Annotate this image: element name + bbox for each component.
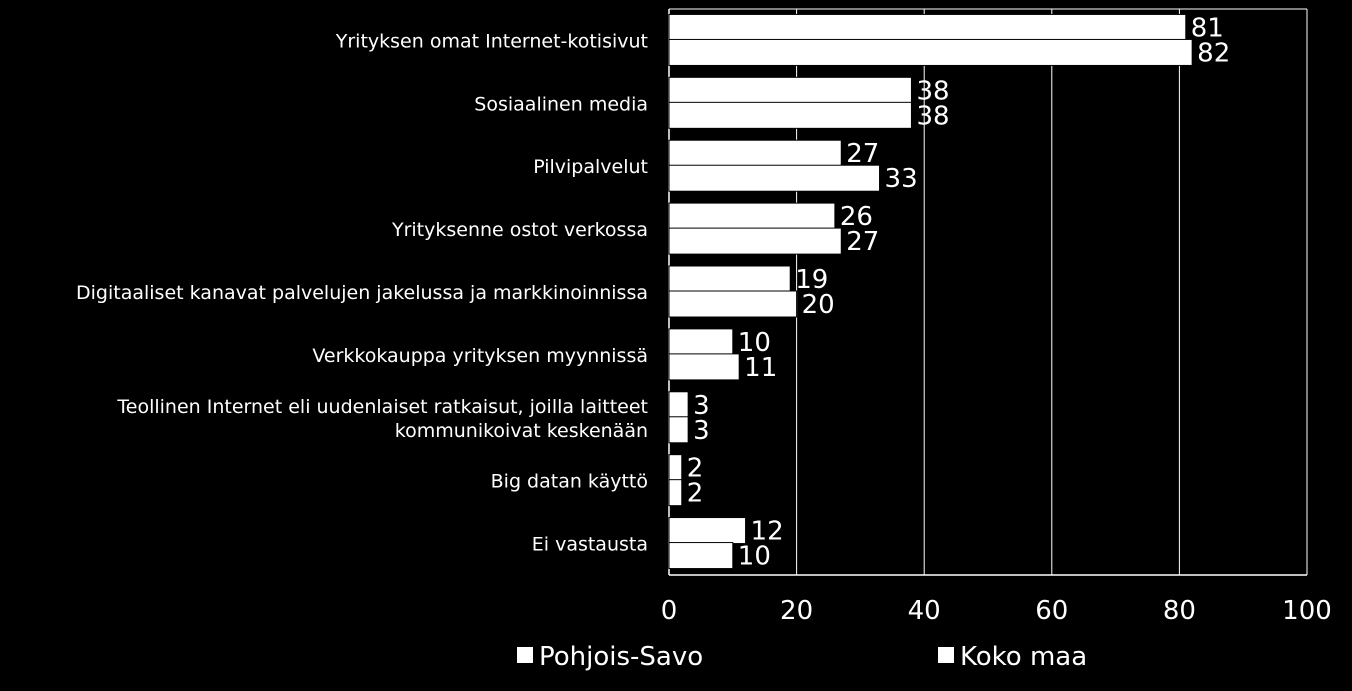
category-label: Yrityksen omat Internet-kotisivut [335,30,648,52]
category-label: Digitaaliset kanavat palvelujen jakeluss… [76,282,648,304]
value-label: 38 [916,76,949,106]
x-tick-label: 0 [661,596,678,626]
value-label: 81 [1191,13,1224,43]
bar-koko-maa [668,542,734,570]
bar-pohjois-savo [668,517,747,545]
bar-pohjois-savo [668,328,734,356]
value-label: 12 [751,517,784,547]
legend-label: Koko maa [960,642,1087,672]
category-label: Ei vastausta [532,534,648,556]
category-label: kommunikoivat keskenään [395,420,648,442]
value-label: 27 [846,227,879,257]
bar-koko-maa [668,416,689,444]
value-label: 38 [916,101,949,131]
x-tick-label: 20 [780,596,813,626]
value-label: 26 [840,202,873,232]
category-label: Teollinen Internet eli uudenlaiset ratka… [116,396,648,418]
value-label: 11 [744,353,777,383]
bar-pohjois-savo [668,202,836,230]
legend: Pohjois-Savo Koko maa [517,642,1087,672]
bar-pohjois-savo [668,391,689,419]
value-label: 10 [738,328,771,358]
value-label: 33 [885,164,918,194]
value-label: 20 [802,290,835,320]
bar-pohjois-savo [668,76,912,104]
x-axis-ticks: 0 20 40 60 80 100 [661,596,1332,626]
bar-koko-maa [668,38,1193,66]
value-label: 27 [846,139,879,169]
bar-pohjois-savo [668,265,791,293]
bar-koko-maa [668,164,881,192]
category-labels: Yrityksen omat Internet-kotisivut Sosiaal… [76,30,648,555]
x-tick-label: 60 [1035,596,1068,626]
value-label: 3 [693,391,710,421]
value-label: 2 [687,479,704,509]
grid-lines [668,8,1308,576]
bar-koko-maa [668,353,740,381]
bar-koko-maa [668,227,842,255]
x-tick-label: 80 [1163,596,1196,626]
legend-swatch [938,647,954,663]
category-label: Yrityksenne ostot verkossa [391,219,648,241]
bar-pohjois-savo [668,454,683,482]
category-label: Verkkokauppa yrityksen myynnissä [312,345,648,367]
legend-label: Pohjois-Savo [539,642,703,672]
category-label: Sosiaalinen media [474,93,648,115]
value-label: 19 [795,265,828,295]
bar-koko-maa [668,290,798,318]
category-label: Big datan käyttö [491,471,648,493]
value-label: 10 [738,542,771,572]
bars [668,13,1193,570]
value-label: 82 [1197,38,1230,68]
value-label: 2 [687,454,704,484]
bar-koko-maa [668,479,683,507]
x-tick-label: 40 [908,596,941,626]
category-label: Pilvipalvelut [533,156,648,178]
legend-swatch [517,647,533,663]
bar-koko-maa [668,101,912,129]
value-label: 3 [693,416,710,446]
bar-pohjois-savo [668,139,842,167]
bar-pohjois-savo [668,13,1187,41]
x-tick-label: 100 [1282,596,1332,626]
